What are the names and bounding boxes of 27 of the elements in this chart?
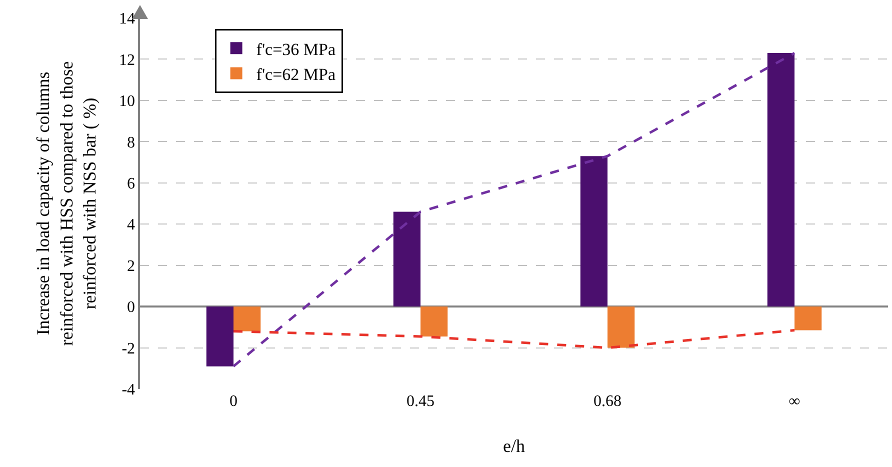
y-tick-label: 6: [127, 175, 136, 192]
y-tick-label: -4: [122, 382, 136, 399]
y-tick-label: -2: [122, 340, 136, 358]
x-tick-label: 0.68: [594, 393, 622, 410]
legend-label: f'c=62 MPa: [256, 64, 336, 84]
x-tick-label: 0.45: [406, 393, 434, 410]
bar: [393, 212, 420, 307]
bar: [206, 306, 234, 366]
bar: [767, 53, 794, 307]
bar: [580, 156, 608, 307]
y-tick-label: 10: [119, 93, 136, 110]
y-axis-title: Increase in load capacity of columns reinforced with HSS compared to those reinforced with NSS bar ( %): [32, 61, 100, 346]
y-tick-label: 8: [127, 134, 136, 152]
x-tick-label: 0: [230, 393, 238, 410]
x-tick-label: ∞: [788, 393, 800, 410]
bar: [608, 306, 635, 348]
y-tick-label: 12: [119, 52, 136, 69]
line-series: [232, 329, 796, 350]
bar: [794, 306, 822, 330]
x-axis-title: e/h: [503, 436, 525, 456]
y-tick-label: 0: [127, 299, 136, 316]
bar: [420, 306, 448, 336]
bar: [234, 306, 261, 332]
y-tick-label: 14: [119, 10, 136, 28]
y-tick-label: 2: [127, 258, 136, 275]
legend-label: f'c=36 MPa: [256, 40, 336, 59]
y-tick-label: 4: [127, 216, 136, 234]
